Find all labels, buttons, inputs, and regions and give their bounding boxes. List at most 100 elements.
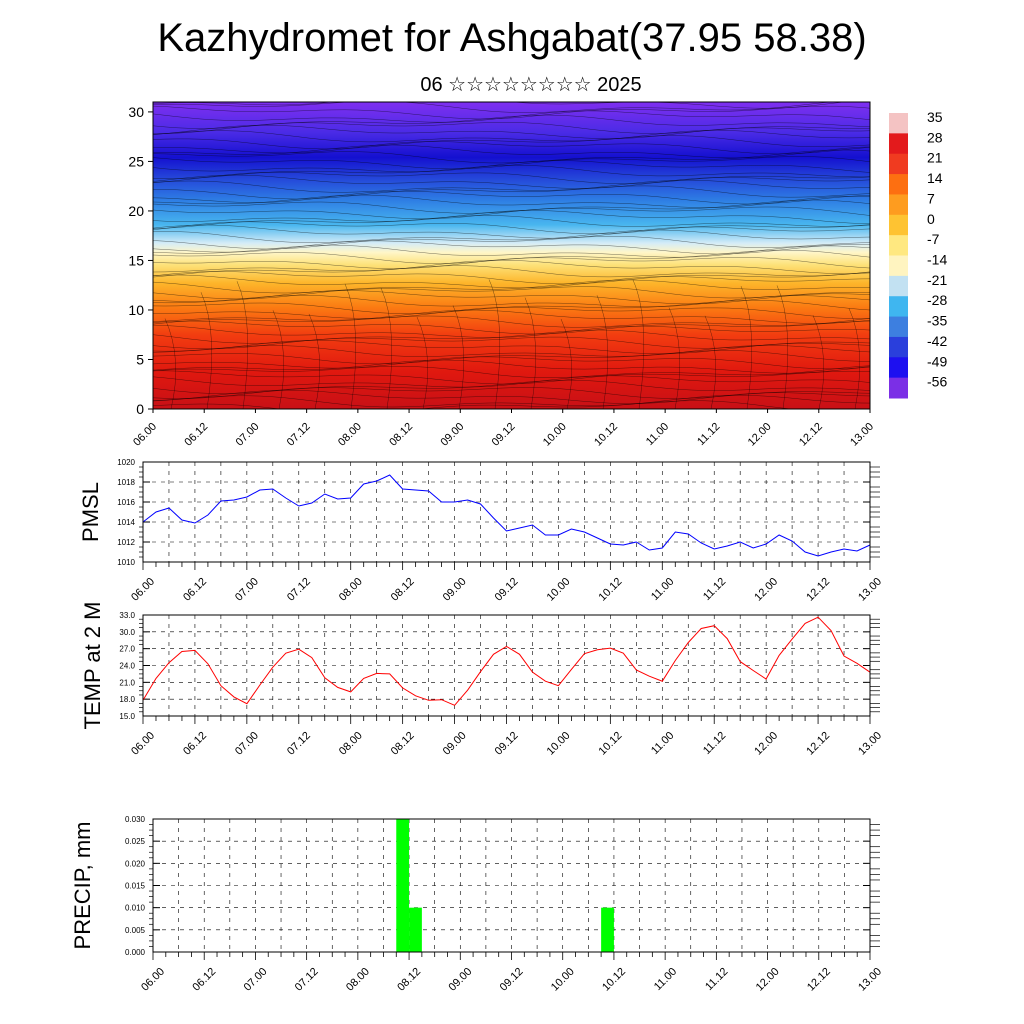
series-line [142, 474, 871, 557]
y-tick-label: 1016 [117, 498, 135, 507]
x-tick-label: 11.00 [652, 966, 679, 993]
colorbar-swatch [889, 113, 908, 134]
streamline [153, 259, 870, 274]
streamline [153, 149, 870, 164]
x-tick-label: 06.00 [131, 421, 159, 449]
x-tick-label: 12.12 [797, 421, 825, 449]
colorbar-label: -7 [927, 231, 940, 247]
panel-frame [152, 818, 871, 953]
y-tick-label: 0.030 [125, 815, 146, 824]
cross-section-panel: 0 5 10 15 20 25 30 06.00 06.12 07.00 07.12 08.00 08.… [128, 101, 876, 449]
x-tick-label: 09.00 [441, 730, 469, 758]
colorbar-label: -14 [927, 252, 947, 268]
y-tick-label: 1010 [117, 558, 135, 567]
y-tick-label: 0.000 [125, 948, 146, 957]
streamline [704, 315, 717, 409]
colorbar-label: 14 [927, 170, 943, 186]
streamline [153, 257, 870, 269]
colorbar-label: -56 [927, 374, 947, 390]
streamline [200, 292, 213, 409]
x-tick-label: 10.12 [600, 966, 628, 994]
streamline [153, 265, 870, 278]
colorbar-label: 21 [927, 150, 943, 166]
x-tick-label: 12.00 [752, 730, 780, 758]
y-tick-label: 30.0 [119, 628, 135, 637]
streamline [153, 172, 870, 184]
x-tick-label: 06.12 [181, 730, 209, 758]
x-tick-label: 12.12 [804, 730, 832, 758]
x-tick-label: 06.12 [190, 966, 218, 994]
y-tick-label: 5 [136, 351, 144, 367]
x-tick-label: 13.00 [856, 576, 884, 604]
streamline [153, 129, 870, 143]
streamline [153, 110, 870, 123]
x-tick-label: 11.12 [701, 576, 728, 603]
precip-bar [601, 907, 614, 952]
wind-streamlines [153, 102, 870, 409]
x-tick-label: 11.00 [649, 730, 676, 757]
streamline [153, 400, 794, 409]
streamline [153, 389, 870, 404]
streamline [153, 240, 870, 255]
streamline [153, 124, 870, 139]
colorbar-swatch [889, 235, 908, 256]
streamline [153, 290, 870, 305]
streamline [308, 313, 321, 409]
x-tick-label: 13.00 [856, 730, 884, 758]
y-axis-label: PRECIP, mm [70, 822, 95, 950]
streamline [153, 244, 870, 258]
x-tick-label: 08.00 [337, 576, 365, 604]
y-tick-label: 1014 [117, 518, 135, 527]
streamline [236, 281, 249, 409]
colorbar-label: -21 [927, 272, 947, 288]
x-tick-label: 09.00 [438, 421, 466, 449]
x-tick-label: 11.12 [695, 421, 722, 448]
x-tick-label: 07.12 [293, 966, 321, 994]
y-tick-label: 1012 [117, 538, 135, 547]
y-tick-label: 0.010 [125, 904, 146, 913]
streamline [153, 286, 870, 300]
colorbar-label: -35 [927, 313, 947, 329]
x-tick-label: 09.12 [493, 730, 521, 758]
y-tick-label: 27.0 [119, 645, 135, 654]
streamline [153, 307, 870, 319]
x-tick-label: 07.12 [285, 421, 313, 449]
temp-panel: 15.0 18.0 21.0 24.0 27.0 30.0 33.0 06.00 06.12 07… [80, 602, 884, 758]
x-tick-label: 10.00 [549, 966, 577, 994]
precip-bar [396, 819, 410, 952]
x-tick-label: 10.12 [592, 421, 620, 449]
x-tick-label: 08.12 [389, 730, 417, 758]
streamline [344, 283, 357, 409]
streamline [153, 215, 870, 229]
colorbar-swatch [889, 153, 908, 175]
x-tick-label: 11.12 [701, 730, 728, 757]
x-tick-label: 10.12 [597, 576, 625, 604]
y-axis-label: PMSL [78, 482, 103, 542]
precip-bar [409, 907, 422, 952]
x-tick-label: 06.00 [139, 966, 167, 994]
streamline [153, 271, 870, 285]
x-tick-label: 13.00 [848, 421, 876, 449]
y-tick-label: 24.0 [119, 662, 135, 671]
streamline [416, 316, 429, 409]
x-tick-label: 08.12 [389, 576, 417, 604]
x-tick-label: 12.00 [746, 421, 774, 449]
x-tick-label: 12.12 [804, 576, 832, 604]
x-tick-label: 10.00 [545, 576, 573, 604]
streamline [812, 315, 825, 409]
y-tick-label: 0.015 [125, 882, 146, 891]
colorbar-label: 28 [927, 129, 943, 145]
streamline [153, 249, 870, 264]
colorbar-label: -49 [927, 353, 947, 369]
x-tick-label: 09.12 [490, 421, 518, 449]
chart-title: Kazhydromet for Ashgabat(37.95 58.38) [157, 16, 867, 60]
x-tick-label: 06.12 [182, 421, 210, 449]
x-tick-label: 11.00 [649, 576, 676, 603]
y-tick-label: 15.0 [119, 712, 135, 721]
colorbar-swatch [889, 377, 908, 399]
streamline [153, 229, 870, 243]
colorbar-swatch [889, 296, 908, 318]
streamline [153, 102, 835, 113]
streamline [153, 315, 870, 328]
